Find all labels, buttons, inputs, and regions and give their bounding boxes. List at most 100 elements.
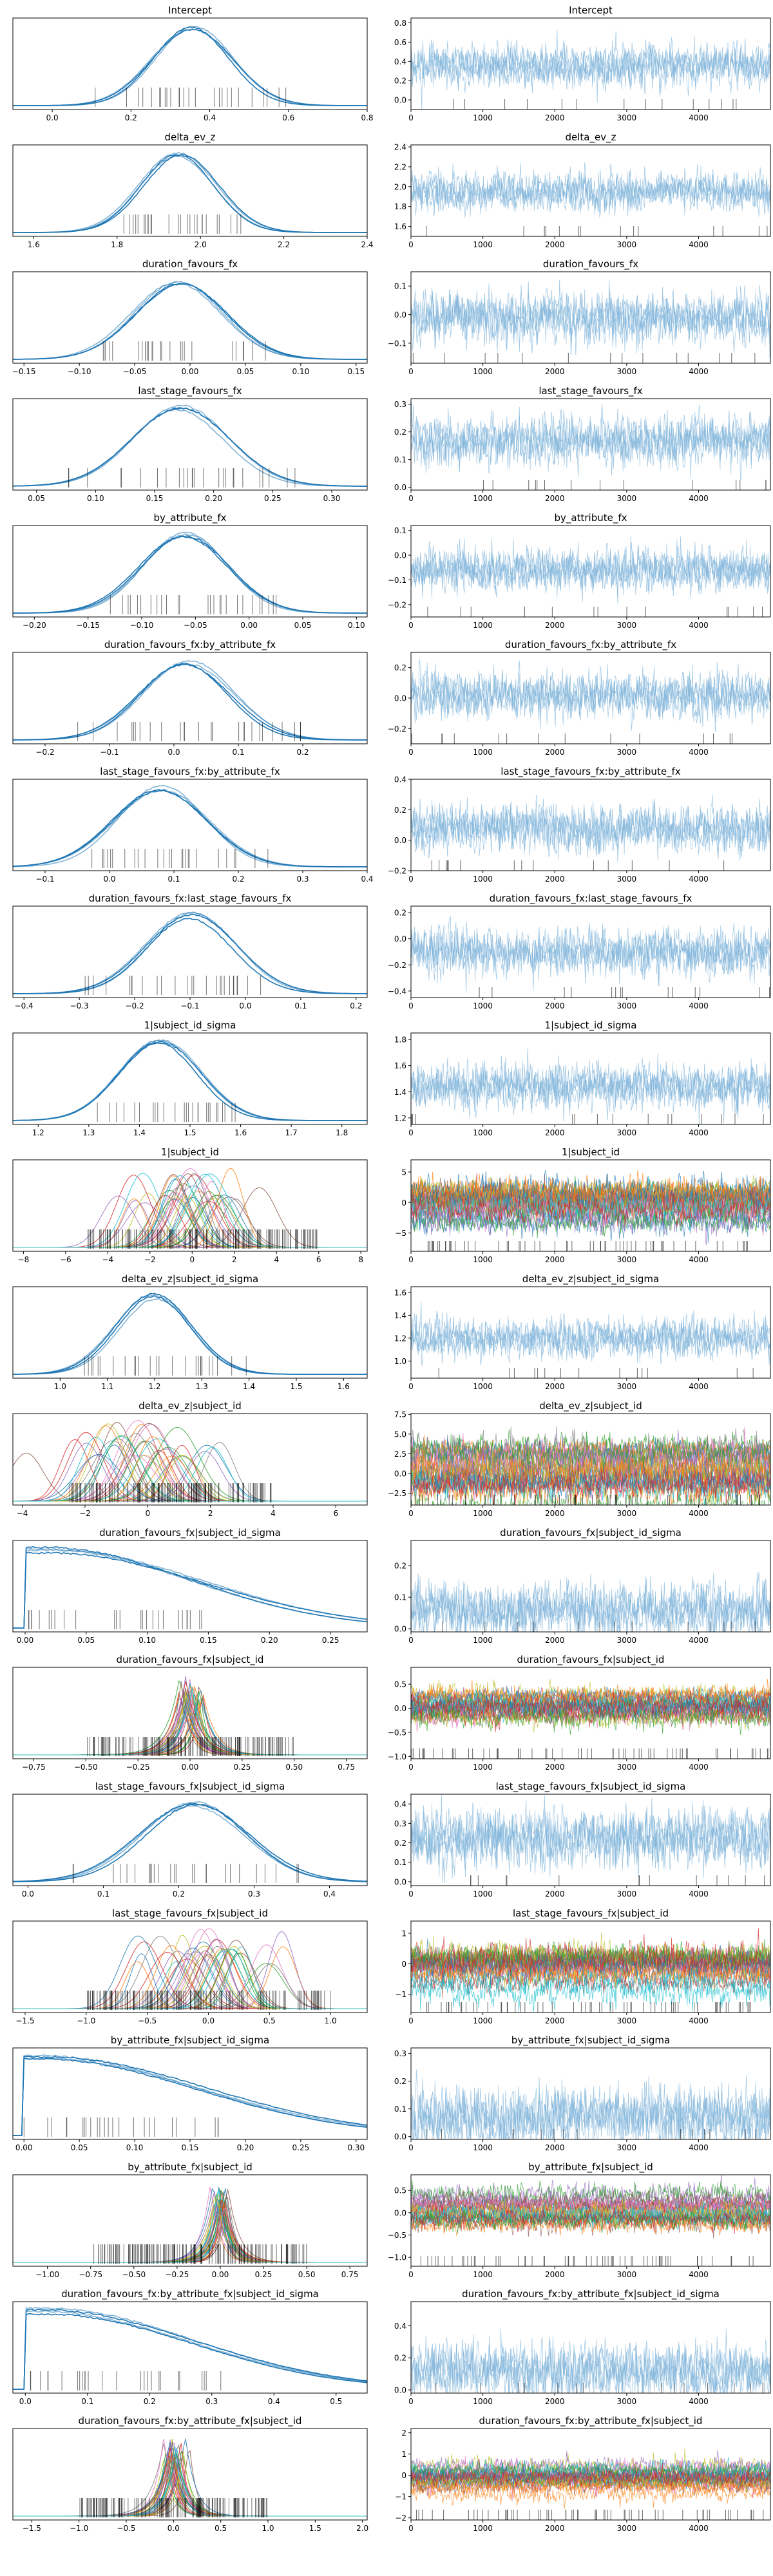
panel-title: duration_favours_fx|subject_id_sigma: [99, 1527, 281, 1539]
axes-frame: [12, 2047, 368, 2140]
density-curve: [13, 2057, 367, 2136]
axes-frame: [410, 271, 771, 364]
density-curve: [13, 1455, 367, 1502]
x-tick-label: 4000: [689, 494, 709, 503]
x-tick-label: 8: [358, 1255, 363, 1264]
x-tick-label: 3000: [617, 1509, 637, 1518]
trace-panel-0: Intercept 0.0 0.2 0.4 0.6 0.8 0 1000 2000 3000 400…: [394, 5, 771, 122]
trace-panel-10: delta_ev_z|subject_id_sigma 1.0 1.2 1.4 1.6 0…: [394, 1273, 771, 1391]
x-tick-label: 0.0: [46, 113, 59, 122]
density-curve: [13, 1801, 367, 1882]
density-curve: [13, 2186, 367, 2263]
plot-area: [13, 404, 367, 488]
y-tick-label: 7.5: [394, 1410, 406, 1419]
plot-area: [411, 2069, 770, 2139]
axes-frame: [12, 1286, 368, 1379]
density-curve: [13, 1803, 367, 1882]
plot-area: [13, 1420, 367, 1502]
density-panel-11: delta_ev_z|subject_id −4 −2 0 2 4 6: [12, 1400, 368, 1518]
x-tick-label: 2.0: [195, 240, 207, 249]
x-tick-label: 2000: [545, 2397, 565, 2406]
trace-line: [411, 2336, 770, 2393]
axes-frame: [12, 1159, 368, 1252]
density-panel-4: by_attribute_fx −0.20 −0.15 −0.10 −0.05 0.00 0…: [12, 512, 368, 630]
trace-line: [411, 1967, 770, 2012]
y-tick-label: 0.1: [394, 282, 406, 291]
plot-area: [411, 1048, 770, 1124]
x-tick-label: 0.2: [173, 1889, 185, 1899]
x-tick-label: 2000: [545, 113, 565, 122]
density-curve: [13, 1454, 367, 1502]
y-tick-label: −0.5: [388, 1728, 406, 1737]
density-curve: [13, 1454, 367, 1502]
x-tick-label: −0.2: [35, 748, 54, 757]
x-tick-label: 2000: [545, 1636, 565, 1645]
x-tick-label: 0.00: [15, 2143, 33, 2152]
density-curve: [13, 1200, 367, 1248]
x-tick-label: 1.8: [336, 1128, 348, 1137]
x-tick-label: 1.5: [309, 2524, 321, 2533]
plot-area: [13, 531, 367, 614]
panel-title: 1|subject_id: [562, 1146, 620, 1159]
axes-frame: [410, 1794, 771, 1886]
trace-panel-16: by_attribute_fx|subject_id_sigma 0.0 0.1 0.…: [394, 2034, 771, 2152]
axes-frame: [410, 1667, 771, 1759]
density-curve: [13, 2188, 367, 2263]
x-tick-label: 0: [408, 367, 414, 376]
density-panel-18: duration_favours_fx:by_attribute_fx|subj…: [12, 2288, 368, 2406]
x-tick-label: 3000: [617, 1001, 637, 1010]
panel-title: duration_favours_fx:by_attribute_fx|subj…: [61, 2288, 319, 2300]
x-tick-label: −1.5: [15, 2016, 34, 2025]
plot-area: [411, 1301, 770, 1378]
density-curve: [13, 1200, 367, 1248]
density-panel-16: by_attribute_fx|subject_id_sigma 0.00 0.05…: [12, 2034, 368, 2152]
y-tick-label: 0: [401, 1960, 406, 1969]
x-tick-label: 0.0: [167, 2524, 180, 2533]
x-tick-label: 3000: [617, 240, 637, 249]
x-tick-label: 1000: [473, 1255, 493, 1264]
density-curve: [13, 1455, 367, 1502]
y-tick-label: 0.0: [394, 1470, 406, 1479]
trace-line: [411, 1469, 770, 1502]
trace-line: [411, 2215, 770, 2236]
trace-line: [411, 1687, 770, 1722]
x-tick-label: 4000: [689, 1128, 709, 1137]
panel-title: last_stage_favours_fx|subject_id: [513, 1908, 669, 1920]
density-curve: [13, 2195, 367, 2263]
y-tick-label: −0.2: [388, 867, 406, 876]
y-tick-label: 0.0: [394, 1877, 406, 1886]
x-tick-label: 0: [408, 2016, 414, 2025]
x-tick-label: 3000: [617, 1128, 637, 1137]
trace-panel-11: delta_ev_z|subject_id −2.5 0.0 2.5 5.0 7.5 0 10…: [388, 1400, 771, 1518]
trace-line: [411, 31, 770, 97]
x-tick-label: 0: [408, 1889, 414, 1899]
y-tick-label: 0.0: [394, 551, 406, 560]
trace-line: [411, 1577, 770, 1632]
x-tick-label: −0.05: [184, 621, 207, 630]
panel-title: duration_favours_fx:by_attribute_fx|subj…: [79, 2415, 302, 2427]
x-tick-label: 2000: [545, 367, 565, 376]
x-tick-label: 4000: [689, 1001, 709, 1010]
x-tick-label: 1.5: [184, 1128, 196, 1137]
trace-line: [411, 2195, 770, 2216]
density-curve: [13, 1195, 367, 1248]
x-tick-label: 4000: [689, 1889, 709, 1899]
trace-line: [411, 1939, 770, 1976]
y-tick-label: 1.6: [394, 1061, 406, 1070]
x-tick-label: 0: [408, 2397, 414, 2406]
density-panel-15: last_stage_favours_fx|subject_id −1.5 −1.0…: [12, 1908, 368, 2025]
x-tick-label: −4: [17, 1509, 28, 1518]
x-tick-label: 3000: [617, 2270, 637, 2279]
x-tick-label: 1000: [473, 621, 493, 630]
x-tick-label: 0.20: [261, 1636, 278, 1645]
y-tick-label: −0.2: [388, 724, 406, 734]
trace-line: [411, 405, 770, 478]
density-panel-7: duration_favours_fx:last_stage_favours_f…: [12, 893, 368, 1010]
x-tick-label: 0.05: [28, 494, 45, 503]
axes-frame: [410, 1286, 771, 1379]
axes-frame: [12, 905, 368, 998]
density-curve: [13, 784, 367, 867]
panel-title: duration_favours_fx:by_attribute_fx|subj…: [479, 2415, 703, 2427]
panel-title: last_stage_favours_fx|subject_id_sigma: [95, 1781, 285, 1793]
x-tick-label: −8: [18, 1255, 30, 1264]
